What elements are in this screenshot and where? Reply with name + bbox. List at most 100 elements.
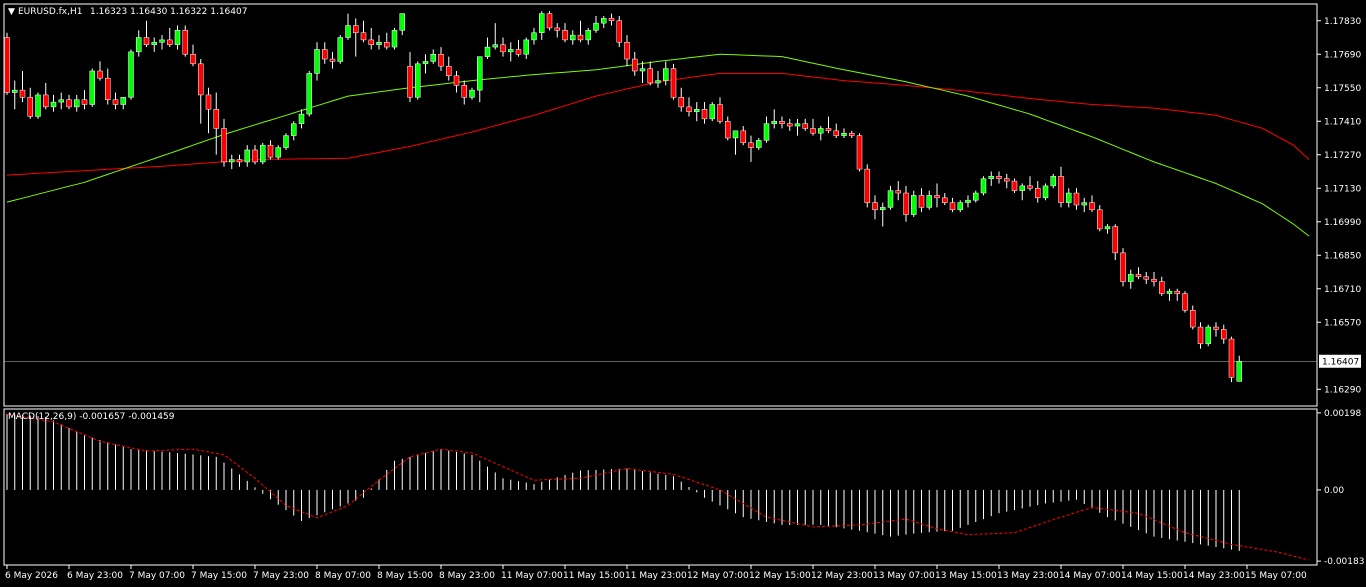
candle-body [236,159,243,163]
candle-body [725,121,731,139]
candle-body [120,97,126,105]
candle-body [709,104,715,120]
candle [980,176,987,196]
candle [1042,183,1049,201]
candle-body [825,128,832,132]
candle [833,123,839,138]
candle [105,68,111,105]
macd-signal-path [6,413,1310,561]
candle [461,80,467,105]
price-tick-label: 1.17130 [1324,184,1361,194]
candle [849,130,855,138]
symbol-label: EURUSD.fx,H1 [18,7,82,17]
price-axis: 1.17830 1.17690 1.17550 1.17410 1.17270 1.171… [1317,17,1361,395]
candle-body [329,58,336,62]
candle-body [833,130,839,136]
time-tick-label: 6 May 23:00 [67,571,123,581]
candle [190,44,196,67]
candle-body [159,39,165,43]
candle-body [934,195,940,199]
candle [484,37,491,60]
candle [314,42,320,81]
candle-body [678,97,684,108]
ohlc-values: 1.16323 1.16430 1.16322 1.16407 [90,7,247,17]
candle [996,171,1002,184]
candle-body [58,99,64,103]
panel-frames [3,3,1318,566]
candle-body [1166,290,1173,294]
dropdown-arrow-icon[interactable]: ▼ [8,7,15,17]
candle-body [205,94,212,110]
candle [89,68,95,107]
candle [213,92,219,155]
candle [27,87,33,119]
candle [1221,324,1227,344]
candle [918,188,925,213]
candle-body [105,77,111,100]
candle [1112,224,1118,261]
candle-body [864,168,870,203]
candle-body [903,192,909,215]
candle [1190,305,1196,330]
candle-body [174,30,181,45]
candle-body [360,32,367,41]
candle [880,202,886,227]
candle [825,116,832,134]
candle-body [298,113,305,124]
candle-body [980,178,987,194]
candle [856,133,863,172]
candle [1019,183,1025,201]
candle-body [539,13,545,33]
price-tick-label: 1.16570 [1324,318,1361,328]
candle-body [973,192,979,201]
candle [546,11,553,31]
candle-body [368,39,374,45]
candle-body [391,30,398,48]
time-tick-label: 8 May 23:00 [439,571,495,581]
candle-body [1073,192,1080,206]
price-tick-label: 1.16990 [1324,218,1361,228]
candle [515,39,522,57]
candle [1027,176,1033,191]
candle [647,61,653,86]
candle-body [802,123,808,129]
candle [732,130,739,155]
candle [66,94,72,110]
candle-body [508,49,514,53]
candle [167,27,173,48]
macd-signal-line [6,413,1310,561]
candle-body [1228,338,1235,378]
candle [353,18,359,57]
candle [663,61,669,86]
candle [1120,248,1126,287]
time-tick-label: 14 May 23:00 [1183,571,1245,581]
candle-body [345,25,351,38]
candle-body [926,195,932,208]
candle-body [283,135,289,148]
candle [35,92,41,119]
candle-body [957,202,963,211]
candle [291,121,297,141]
price-tick-label: 1.16710 [1324,285,1361,295]
candle [500,37,506,57]
candle-body [756,140,762,148]
candle-body [1035,188,1041,199]
candle-body [694,109,700,112]
time-tick-label: 7 May 15:00 [191,571,247,581]
price-tick-label: 1.17270 [1324,151,1361,161]
candle [1104,224,1111,234]
candle-body [314,49,320,74]
time-tick-label: 15 May 07:00 [1245,571,1307,581]
candle-body [639,68,646,72]
candle-body [895,190,901,194]
candle [50,94,57,112]
candle-body [748,142,754,148]
candle [973,190,979,203]
candle [1035,181,1041,203]
candle-body [492,44,498,48]
candle [1174,288,1180,301]
time-axis: 6 May 2026 6 May 23:00 7 May 07:00 7 May 15… [5,565,1307,581]
price-tick-label: 1.17550 [1324,84,1361,94]
candle [430,49,436,64]
